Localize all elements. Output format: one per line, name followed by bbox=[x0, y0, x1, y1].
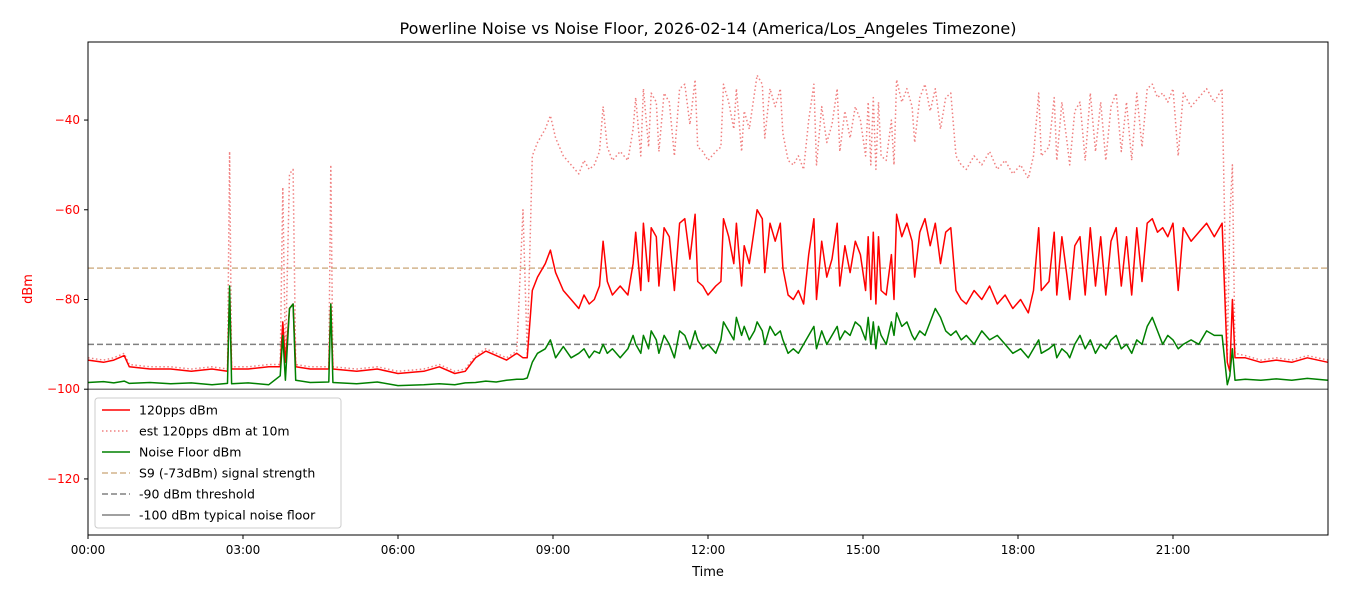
y-tick-label: −60 bbox=[55, 203, 80, 217]
legend-label-red: 120pps dBm bbox=[139, 403, 218, 418]
legend-label-s9: S9 (-73dBm) signal strength bbox=[139, 466, 315, 481]
x-tick-label: 15:00 bbox=[846, 543, 881, 557]
legend: 120pps dBm est 120pps dBm at 10m Noise Flo… bbox=[94, 397, 342, 529]
y-tick-label: −120 bbox=[47, 472, 80, 486]
x-tick-label: 03:00 bbox=[226, 543, 261, 557]
x-axis-ticks: 00:00 03:00 06:00 09:00 12:00 15:00 18:00 21:00 bbox=[71, 535, 1191, 557]
y-tick-label: −40 bbox=[55, 113, 80, 127]
x-tick-label: 12:00 bbox=[691, 543, 726, 557]
y-axis-ticks: −40 −60 −80 −100 −120 bbox=[47, 113, 88, 486]
x-axis-label: Time bbox=[691, 565, 724, 580]
series-est-120pps bbox=[87, 74, 1329, 373]
y-tick-label: −80 bbox=[55, 292, 80, 306]
y-tick-label: −100 bbox=[47, 382, 80, 396]
plot-lines bbox=[87, 74, 1329, 390]
y-axis-label: dBm bbox=[21, 274, 36, 304]
legend-label-est: est 120pps dBm at 10m bbox=[139, 424, 290, 439]
legend-label-floor: -100 dBm typical noise floor bbox=[139, 508, 316, 523]
legend-box bbox=[94, 397, 342, 529]
x-tick-label: 21:00 bbox=[1156, 543, 1191, 557]
legend-label-threshold: -90 dBm threshold bbox=[139, 487, 255, 502]
chart-title: Powerline Noise vs Noise Floor, 2026-02-… bbox=[400, 19, 1017, 39]
x-tick-label: 00:00 bbox=[71, 543, 106, 557]
x-tick-label: 09:00 bbox=[536, 543, 571, 557]
legend-label-green: Noise Floor dBm bbox=[139, 445, 241, 460]
x-tick-label: 06:00 bbox=[381, 543, 416, 557]
series-noise-floor bbox=[87, 285, 1329, 387]
x-tick-label: 18:00 bbox=[1001, 543, 1036, 557]
series-120pps bbox=[87, 209, 1329, 375]
